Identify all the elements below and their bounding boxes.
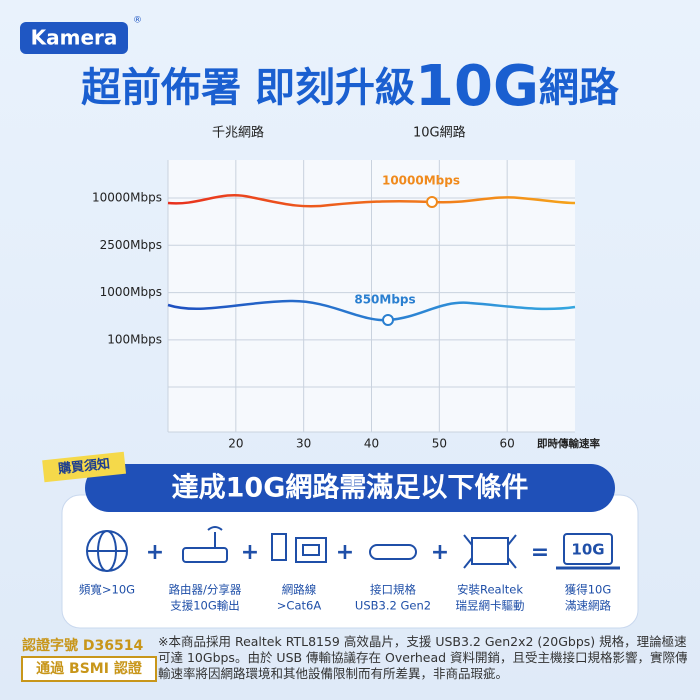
annotation: 10000Mbps xyxy=(382,174,460,188)
logo-mark: ® xyxy=(133,16,142,26)
highlight-point xyxy=(426,196,438,208)
operators: + + + + = xyxy=(146,540,549,565)
laptop-icon xyxy=(563,533,613,565)
chip-icon xyxy=(463,534,517,569)
usb-icon xyxy=(369,544,417,560)
x-tick-label: 50 xyxy=(432,437,447,451)
annotation: 850Mbps xyxy=(354,293,415,307)
legend-label: 10G網路 xyxy=(413,125,466,141)
banner xyxy=(85,464,615,512)
x-axis-label: 即時傳輸速率 xyxy=(537,437,600,450)
logo: Kamera xyxy=(31,26,118,50)
condition-label: 路由器/分享器 xyxy=(169,583,242,597)
condition-label: USB3.2 Gen2 xyxy=(355,599,431,613)
condition-label: 接口規格 xyxy=(370,583,416,597)
condition-label: 頻寬>10G xyxy=(79,583,135,597)
condition-label: 網路線 xyxy=(282,583,317,597)
badge-text: 10G xyxy=(571,541,604,559)
condition-label: 安裝Realtek xyxy=(457,583,523,597)
condition-label: 瑞昱網卡驅動 xyxy=(456,599,525,613)
plus: + xyxy=(431,540,449,565)
tag: 購買須知 xyxy=(42,451,127,483)
port-icon xyxy=(295,537,327,563)
condition-label: 滿速網路 xyxy=(565,599,611,613)
x-tick-label: 40 xyxy=(364,437,379,451)
condition-label: >Cat6A xyxy=(277,599,322,613)
x-tick-label: 60 xyxy=(500,437,515,451)
y-label: 1000Mbps xyxy=(100,285,162,299)
logo-box xyxy=(20,22,128,54)
footnote: ※本商品採用 Realtek RTL8159 高效晶片，支援 USB3.2 Ge… xyxy=(158,634,688,681)
highlight-point xyxy=(382,314,394,326)
x-tick-label: 20 xyxy=(228,437,243,451)
legend-label: 千兆網路 xyxy=(212,125,264,141)
chip-icon xyxy=(471,537,509,565)
title-part: 10G xyxy=(415,54,539,119)
router-icon xyxy=(182,547,228,563)
port-icon xyxy=(302,544,320,556)
equals: = xyxy=(531,540,549,565)
cert-box xyxy=(21,656,157,682)
cert-pass: 通過 BSMI 認證 xyxy=(36,660,143,677)
line-10g xyxy=(167,193,576,208)
title-part: 超前佈署 即刻升級 xyxy=(81,65,415,111)
cable-icon xyxy=(271,533,287,561)
x-tick-label: 30 xyxy=(296,437,311,451)
y-label: 10000Mbps xyxy=(92,191,162,205)
plus: + xyxy=(241,540,259,565)
tag-box xyxy=(42,451,127,483)
banner-text: 達成10G網路需滿足以下條件 xyxy=(172,472,529,504)
cert-number: 認證字號 D36514 xyxy=(22,637,143,654)
condition-label: 獲得10G xyxy=(565,583,612,597)
plus: + xyxy=(336,540,354,565)
title-part: 網路 xyxy=(539,65,620,111)
y-label: 100Mbps xyxy=(107,332,162,346)
y-label: 2500Mbps xyxy=(100,238,162,252)
title: 超前佈署 即刻升級10G網路 xyxy=(81,54,620,119)
condition-label: 支援10G輸出 xyxy=(170,599,240,613)
tag-text: 購買須知 xyxy=(56,456,110,477)
router-icon xyxy=(207,526,223,531)
plus: + xyxy=(146,540,164,565)
icons xyxy=(86,526,620,572)
